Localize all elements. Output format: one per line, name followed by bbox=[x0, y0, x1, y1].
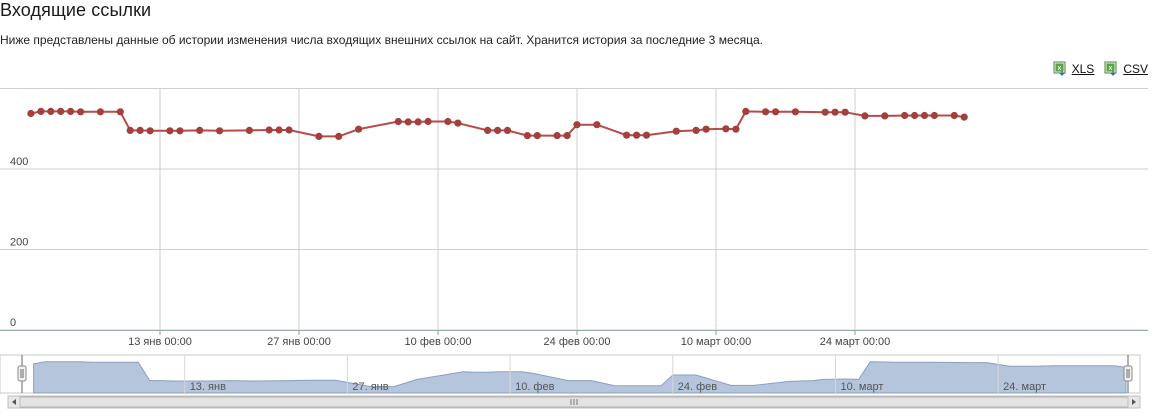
page-description: Ниже представлены данные об истории изме… bbox=[0, 33, 763, 47]
export-csv-link[interactable]: x CSV bbox=[1104, 61, 1148, 76]
excel-icon: x bbox=[1104, 61, 1117, 76]
export-csv-label[interactable]: CSV bbox=[1123, 61, 1148, 76]
data-point[interactable] bbox=[27, 109, 35, 118]
data-point[interactable] bbox=[920, 111, 929, 120]
data-point[interactable] bbox=[692, 126, 700, 134]
navigator-tick-label: 10. фев bbox=[515, 381, 555, 393]
data-point[interactable] bbox=[196, 126, 204, 134]
data-point[interactable] bbox=[960, 113, 968, 121]
data-point[interactable] bbox=[47, 107, 55, 115]
navigator-series-area bbox=[33, 361, 1127, 394]
data-point[interactable] bbox=[642, 131, 651, 139]
data-point[interactable] bbox=[355, 125, 363, 133]
data-point[interactable] bbox=[166, 127, 174, 135]
data-point[interactable] bbox=[484, 126, 492, 134]
data-point[interactable] bbox=[911, 111, 919, 120]
data-point[interactable] bbox=[762, 108, 770, 116]
data-point[interactable] bbox=[881, 112, 889, 120]
data-point[interactable] bbox=[791, 108, 800, 116]
data-point[interactable] bbox=[176, 127, 184, 135]
navigator-right-handle[interactable] bbox=[1123, 365, 1133, 382]
svg-text:x: x bbox=[1109, 65, 1113, 72]
data-point[interactable] bbox=[136, 126, 144, 134]
data-point[interactable] bbox=[702, 125, 710, 133]
data-point[interactable] bbox=[533, 132, 541, 140]
data-point[interactable] bbox=[245, 126, 253, 134]
y-tick-label: 200 bbox=[10, 237, 28, 249]
data-point[interactable] bbox=[593, 121, 601, 129]
page-title: Входящие ссылки bbox=[0, 0, 152, 20]
arrow-right-icon bbox=[1132, 399, 1136, 405]
data-point[interactable] bbox=[672, 127, 680, 135]
data-point[interactable] bbox=[732, 125, 740, 133]
data-point[interactable] bbox=[494, 126, 502, 134]
data-point[interactable] bbox=[821, 108, 829, 116]
excel-icon: x bbox=[1053, 61, 1066, 76]
x-tick-label: 10 фев 00:00 bbox=[405, 336, 472, 348]
svg-text:x: x bbox=[1057, 65, 1061, 72]
y-tick-label: 400 bbox=[10, 156, 28, 168]
data-point[interactable] bbox=[523, 132, 532, 140]
data-point[interactable] bbox=[77, 108, 85, 116]
data-point[interactable] bbox=[57, 107, 65, 115]
data-point[interactable] bbox=[722, 125, 730, 133]
export-xls-link[interactable]: x XLS bbox=[1053, 61, 1095, 76]
navigator-tick-label: 24. фев bbox=[678, 381, 718, 393]
data-point[interactable] bbox=[146, 127, 154, 135]
navigator-tick-label: 27. янв bbox=[352, 381, 388, 393]
data-point[interactable] bbox=[335, 132, 343, 140]
data-point[interactable] bbox=[285, 126, 293, 134]
data-point[interactable] bbox=[315, 132, 323, 140]
data-point[interactable] bbox=[503, 126, 512, 134]
data-point[interactable] bbox=[96, 108, 104, 116]
x-tick-label: 27 янв 00:00 bbox=[267, 336, 331, 348]
navigator-tick-label: 13. янв bbox=[190, 381, 226, 393]
data-point[interactable] bbox=[930, 111, 939, 120]
data-point[interactable] bbox=[563, 132, 571, 140]
navigator-tick-label: 24. март bbox=[1003, 381, 1046, 393]
data-point[interactable] bbox=[454, 119, 462, 127]
data-point[interactable] bbox=[841, 108, 849, 116]
data-point[interactable] bbox=[424, 117, 432, 126]
navigator-tick-label: 10. март bbox=[840, 381, 883, 393]
data-point[interactable] bbox=[126, 126, 134, 134]
x-tick-label: 24 фев 00:00 bbox=[544, 336, 611, 348]
arrow-left-icon bbox=[12, 399, 16, 405]
y-tick-label: 0 bbox=[10, 317, 16, 329]
export-xls-label[interactable]: XLS bbox=[1071, 61, 1095, 76]
data-point[interactable] bbox=[553, 132, 561, 140]
x-tick-label: 10 март 00:00 bbox=[681, 336, 751, 348]
x-tick-label: 13 янв 00:00 bbox=[128, 336, 192, 348]
x-tick-label: 24 март 00:00 bbox=[820, 336, 890, 348]
data-point[interactable] bbox=[901, 111, 909, 120]
data-point[interactable] bbox=[394, 117, 402, 126]
data-point[interactable] bbox=[950, 111, 958, 120]
data-point[interactable] bbox=[633, 131, 641, 139]
data-point[interactable] bbox=[67, 107, 75, 115]
export-links: x XLS x CSV bbox=[1053, 61, 1148, 76]
data-point[interactable] bbox=[573, 121, 581, 129]
data-point[interactable] bbox=[861, 112, 869, 120]
data-point[interactable] bbox=[37, 107, 45, 115]
data-point[interactable] bbox=[742, 107, 750, 115]
data-point[interactable] bbox=[623, 131, 631, 139]
data-point[interactable] bbox=[216, 127, 224, 135]
data-point[interactable] bbox=[414, 118, 422, 126]
data-point[interactable] bbox=[116, 108, 124, 116]
data-point[interactable] bbox=[772, 108, 780, 116]
navigator-left-handle[interactable] bbox=[17, 365, 27, 382]
data-point[interactable] bbox=[404, 118, 412, 126]
data-point[interactable] bbox=[275, 126, 283, 134]
data-point[interactable] bbox=[831, 108, 839, 116]
data-point[interactable] bbox=[265, 126, 273, 134]
data-point[interactable] bbox=[444, 117, 452, 126]
